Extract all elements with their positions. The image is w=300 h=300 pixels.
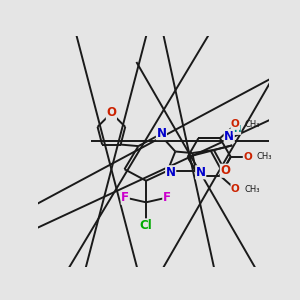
Text: O: O (243, 152, 252, 162)
Text: F: F (163, 191, 171, 204)
Text: O: O (106, 106, 116, 119)
Text: O: O (231, 119, 240, 129)
Text: CH₃: CH₃ (244, 120, 260, 129)
Text: CH₃: CH₃ (244, 185, 260, 194)
Text: Cl: Cl (140, 219, 152, 232)
Text: F: F (121, 191, 129, 204)
Text: H: H (233, 125, 241, 134)
Text: N: N (196, 166, 206, 179)
Text: N: N (157, 127, 166, 140)
Text: CH₃: CH₃ (257, 152, 272, 161)
Text: O: O (220, 164, 230, 177)
Text: N: N (224, 130, 234, 142)
Text: N: N (166, 166, 176, 179)
Text: O: O (231, 184, 240, 194)
